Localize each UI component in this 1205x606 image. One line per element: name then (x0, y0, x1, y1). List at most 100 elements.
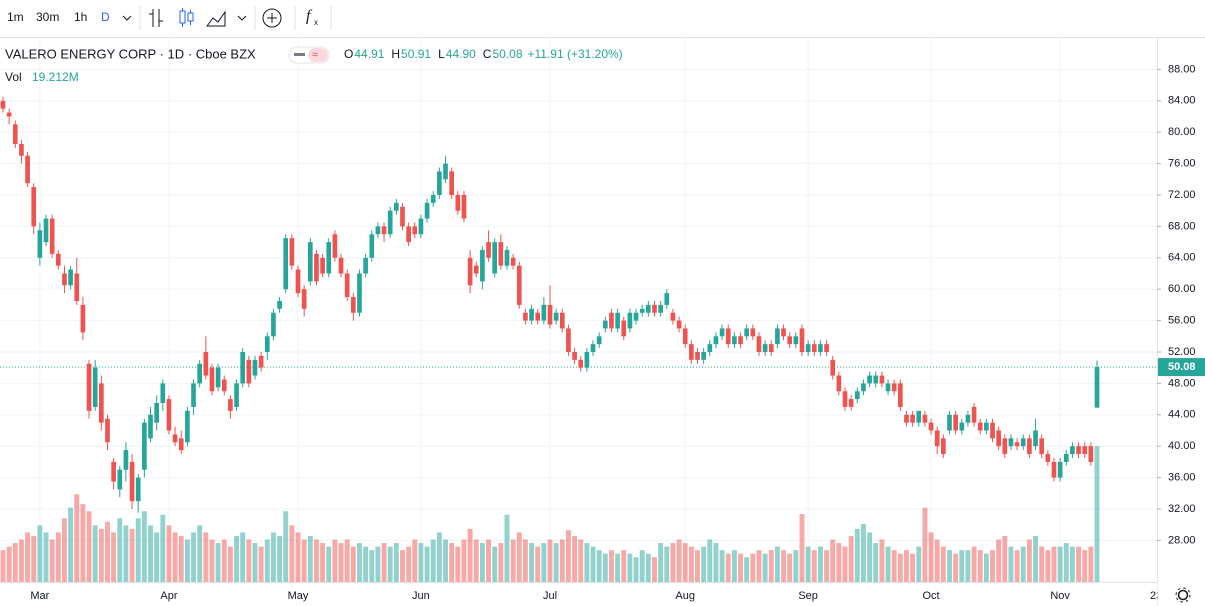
volume-bar (922, 507, 928, 582)
volume-bar (123, 525, 129, 582)
candle-body (510, 257, 516, 266)
candle-body (971, 406, 977, 423)
interval-30m[interactable]: 30m (36, 10, 59, 24)
indicators-button[interactable]: f (306, 8, 313, 25)
volume-bar (584, 543, 590, 582)
x-tick-label: Nov (1050, 590, 1070, 602)
candle-body (135, 477, 141, 502)
volume-bar (547, 539, 553, 582)
settings-icon[interactable] (1175, 587, 1191, 603)
candle-body (271, 312, 276, 337)
candle-body (6, 112, 12, 117)
candle-body (62, 273, 67, 286)
candle-body (990, 422, 995, 439)
candle-body (867, 375, 872, 384)
candle-body (996, 430, 1001, 447)
volume-bar (400, 550, 405, 582)
candle-body (332, 234, 338, 258)
candle-body (418, 218, 424, 235)
volume-bar (756, 550, 762, 582)
volume-bar (652, 557, 657, 582)
volume-bar (842, 546, 848, 582)
volume-bar (947, 550, 952, 582)
volume-bar (307, 535, 313, 582)
candle-body (166, 399, 172, 431)
candle-body (756, 336, 762, 352)
last-price-tag (1158, 358, 1205, 377)
volume-bar (1039, 546, 1045, 582)
candle-body (873, 375, 879, 384)
volume-bar (983, 553, 989, 582)
volume-bar (240, 532, 246, 582)
volume-bar (854, 528, 860, 582)
candle-body (984, 422, 989, 431)
volume-bar (860, 523, 866, 582)
candle-body (1063, 454, 1069, 462)
candle-body (301, 289, 307, 309)
dropdown-icon[interactable] (237, 15, 247, 21)
volume-bar (43, 532, 49, 582)
volume-bar (645, 553, 651, 582)
candle-body (252, 359, 258, 376)
dropdown-icon[interactable] (122, 15, 132, 21)
interval-1h[interactable]: 1h (74, 10, 87, 24)
volume-bar (688, 546, 694, 582)
candle-body (529, 308, 534, 321)
candle-body (1070, 446, 1075, 455)
area-icon[interactable] (206, 10, 226, 27)
candle-body (713, 336, 719, 345)
candle-body (473, 265, 479, 274)
interval-1m[interactable]: 1m (7, 10, 24, 24)
volume-bar (234, 535, 240, 582)
candle-body (627, 312, 633, 329)
candle-body (891, 383, 897, 392)
candle-body (172, 434, 178, 443)
candle-body (148, 414, 153, 439)
ohlc-value: 44.90 (446, 47, 476, 61)
volume-bar (664, 546, 670, 582)
candle-body (621, 320, 627, 337)
candle-body (658, 304, 663, 313)
volume-bar (375, 546, 381, 582)
volume-bar (141, 511, 147, 582)
interval-d[interactable]: D (101, 10, 110, 24)
volume-bar (928, 532, 934, 582)
volume-bar (369, 550, 375, 582)
volume-bar (572, 535, 578, 582)
candle-body (596, 336, 602, 345)
candle-body (31, 187, 37, 227)
candle-body (449, 171, 454, 195)
candle-body (492, 242, 498, 274)
candle-body (86, 363, 92, 411)
candle-body (1027, 438, 1032, 455)
candle-body (762, 344, 768, 352)
volume-bar (215, 543, 221, 582)
candle-body (861, 383, 866, 392)
candle-body (836, 375, 842, 392)
x-tick-label: Apr (160, 590, 177, 602)
volume-bar (787, 553, 793, 582)
volume-bar (1069, 546, 1075, 582)
candles-icon[interactable] (179, 8, 194, 27)
volume-bar (6, 546, 12, 582)
candle-body (283, 238, 289, 290)
volume-bar (959, 550, 965, 582)
candle-body (350, 297, 356, 313)
volume-bar (639, 550, 645, 582)
volume-bar (473, 539, 479, 582)
candle-body (185, 410, 190, 443)
y-tick-label: 36.00 (1168, 472, 1196, 484)
candle-body (547, 304, 553, 325)
bars-icon[interactable] (149, 9, 163, 27)
compare-icon[interactable] (262, 8, 282, 28)
candle-body (750, 328, 756, 337)
candle-body (885, 383, 891, 392)
candle-body (848, 399, 854, 407)
volume-bar (744, 557, 750, 582)
candle-body (400, 206, 405, 227)
volume-bar (111, 532, 117, 582)
volume-bar (301, 539, 307, 582)
candle-body (854, 391, 860, 400)
candle-body (578, 359, 584, 368)
candle-body (37, 230, 43, 258)
